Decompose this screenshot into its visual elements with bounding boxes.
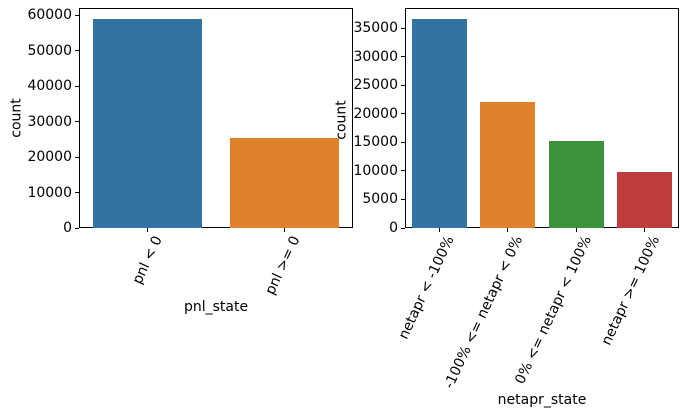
xtick-mark-pnl [147, 228, 148, 232]
xlabel-netapr: netapr_state [497, 392, 587, 408]
ytick-mark-netapr [401, 198, 405, 200]
ytick-mark-pnl [75, 85, 79, 87]
ytick-label-pnl: 30000 [27, 113, 72, 130]
ytick-mark-pnl [75, 14, 79, 16]
ytick-mark-pnl [75, 192, 79, 194]
ytick-mark-pnl [75, 156, 79, 158]
xtick-label-netapr-2: 0% <= netapr < 100% [512, 233, 595, 387]
bar-netapr-1 [480, 101, 536, 228]
ytick-mark-netapr [401, 56, 405, 58]
xtick-label-pnl-1: pnl >= 0 [262, 233, 304, 298]
xtick-label-netapr-0: netapr < -100% [396, 233, 458, 342]
ylabel-netapr: count [333, 100, 350, 140]
ytick-label-pnl: 50000 [27, 42, 72, 59]
ylabel-pnl: count [8, 98, 25, 138]
ytick-mark-netapr [401, 170, 405, 172]
ytick-label-netapr: 15000 [353, 134, 398, 151]
ytick-label-netapr: 35000 [353, 20, 398, 37]
ytick-mark-pnl [75, 227, 79, 229]
xlabel-pnl: pnl_state [183, 299, 249, 315]
ytick-mark-netapr [401, 84, 405, 86]
xtick-label-netapr-3: netapr >= 100% [598, 233, 664, 348]
bar-pnl-1 [229, 138, 340, 228]
xtick-label-netapr-1: -100% <= netapr < 0% [441, 233, 527, 392]
xtick-mark-netapr [644, 228, 646, 232]
ytick-label-pnl: 40000 [27, 78, 72, 95]
xtick-label-pnl-0: pnl < 0 [129, 233, 167, 287]
ytick-label-pnl: 10000 [27, 184, 72, 201]
bar-netapr-3 [617, 171, 673, 228]
ytick-label-netapr: 5000 [362, 191, 398, 208]
bar-netapr-0 [411, 18, 467, 228]
bar-netapr-2 [548, 140, 604, 228]
xtick-mark-pnl [284, 228, 285, 232]
ytick-label-pnl: 20000 [27, 149, 72, 166]
xtick-mark-netapr [438, 228, 440, 232]
ytick-label-netapr: 0 [389, 220, 398, 236]
ytick-label-netapr: 25000 [353, 77, 398, 94]
ytick-mark-pnl [75, 50, 79, 52]
ytick-mark-pnl [75, 121, 79, 123]
ytick-label-netapr: 20000 [353, 105, 398, 122]
xtick-mark-netapr [575, 228, 577, 232]
ytick-mark-netapr [401, 141, 405, 143]
bar-pnl-0 [92, 18, 203, 228]
ytick-mark-netapr [401, 27, 405, 29]
ytick-label-pnl: 0 [63, 220, 72, 236]
ytick-mark-netapr [401, 113, 405, 115]
ytick-label-netapr: 10000 [353, 162, 398, 179]
ytick-label-netapr: 30000 [353, 48, 398, 65]
xtick-mark-netapr [507, 228, 509, 232]
ytick-mark-netapr [401, 227, 405, 229]
ytick-label-pnl: 60000 [27, 7, 72, 24]
